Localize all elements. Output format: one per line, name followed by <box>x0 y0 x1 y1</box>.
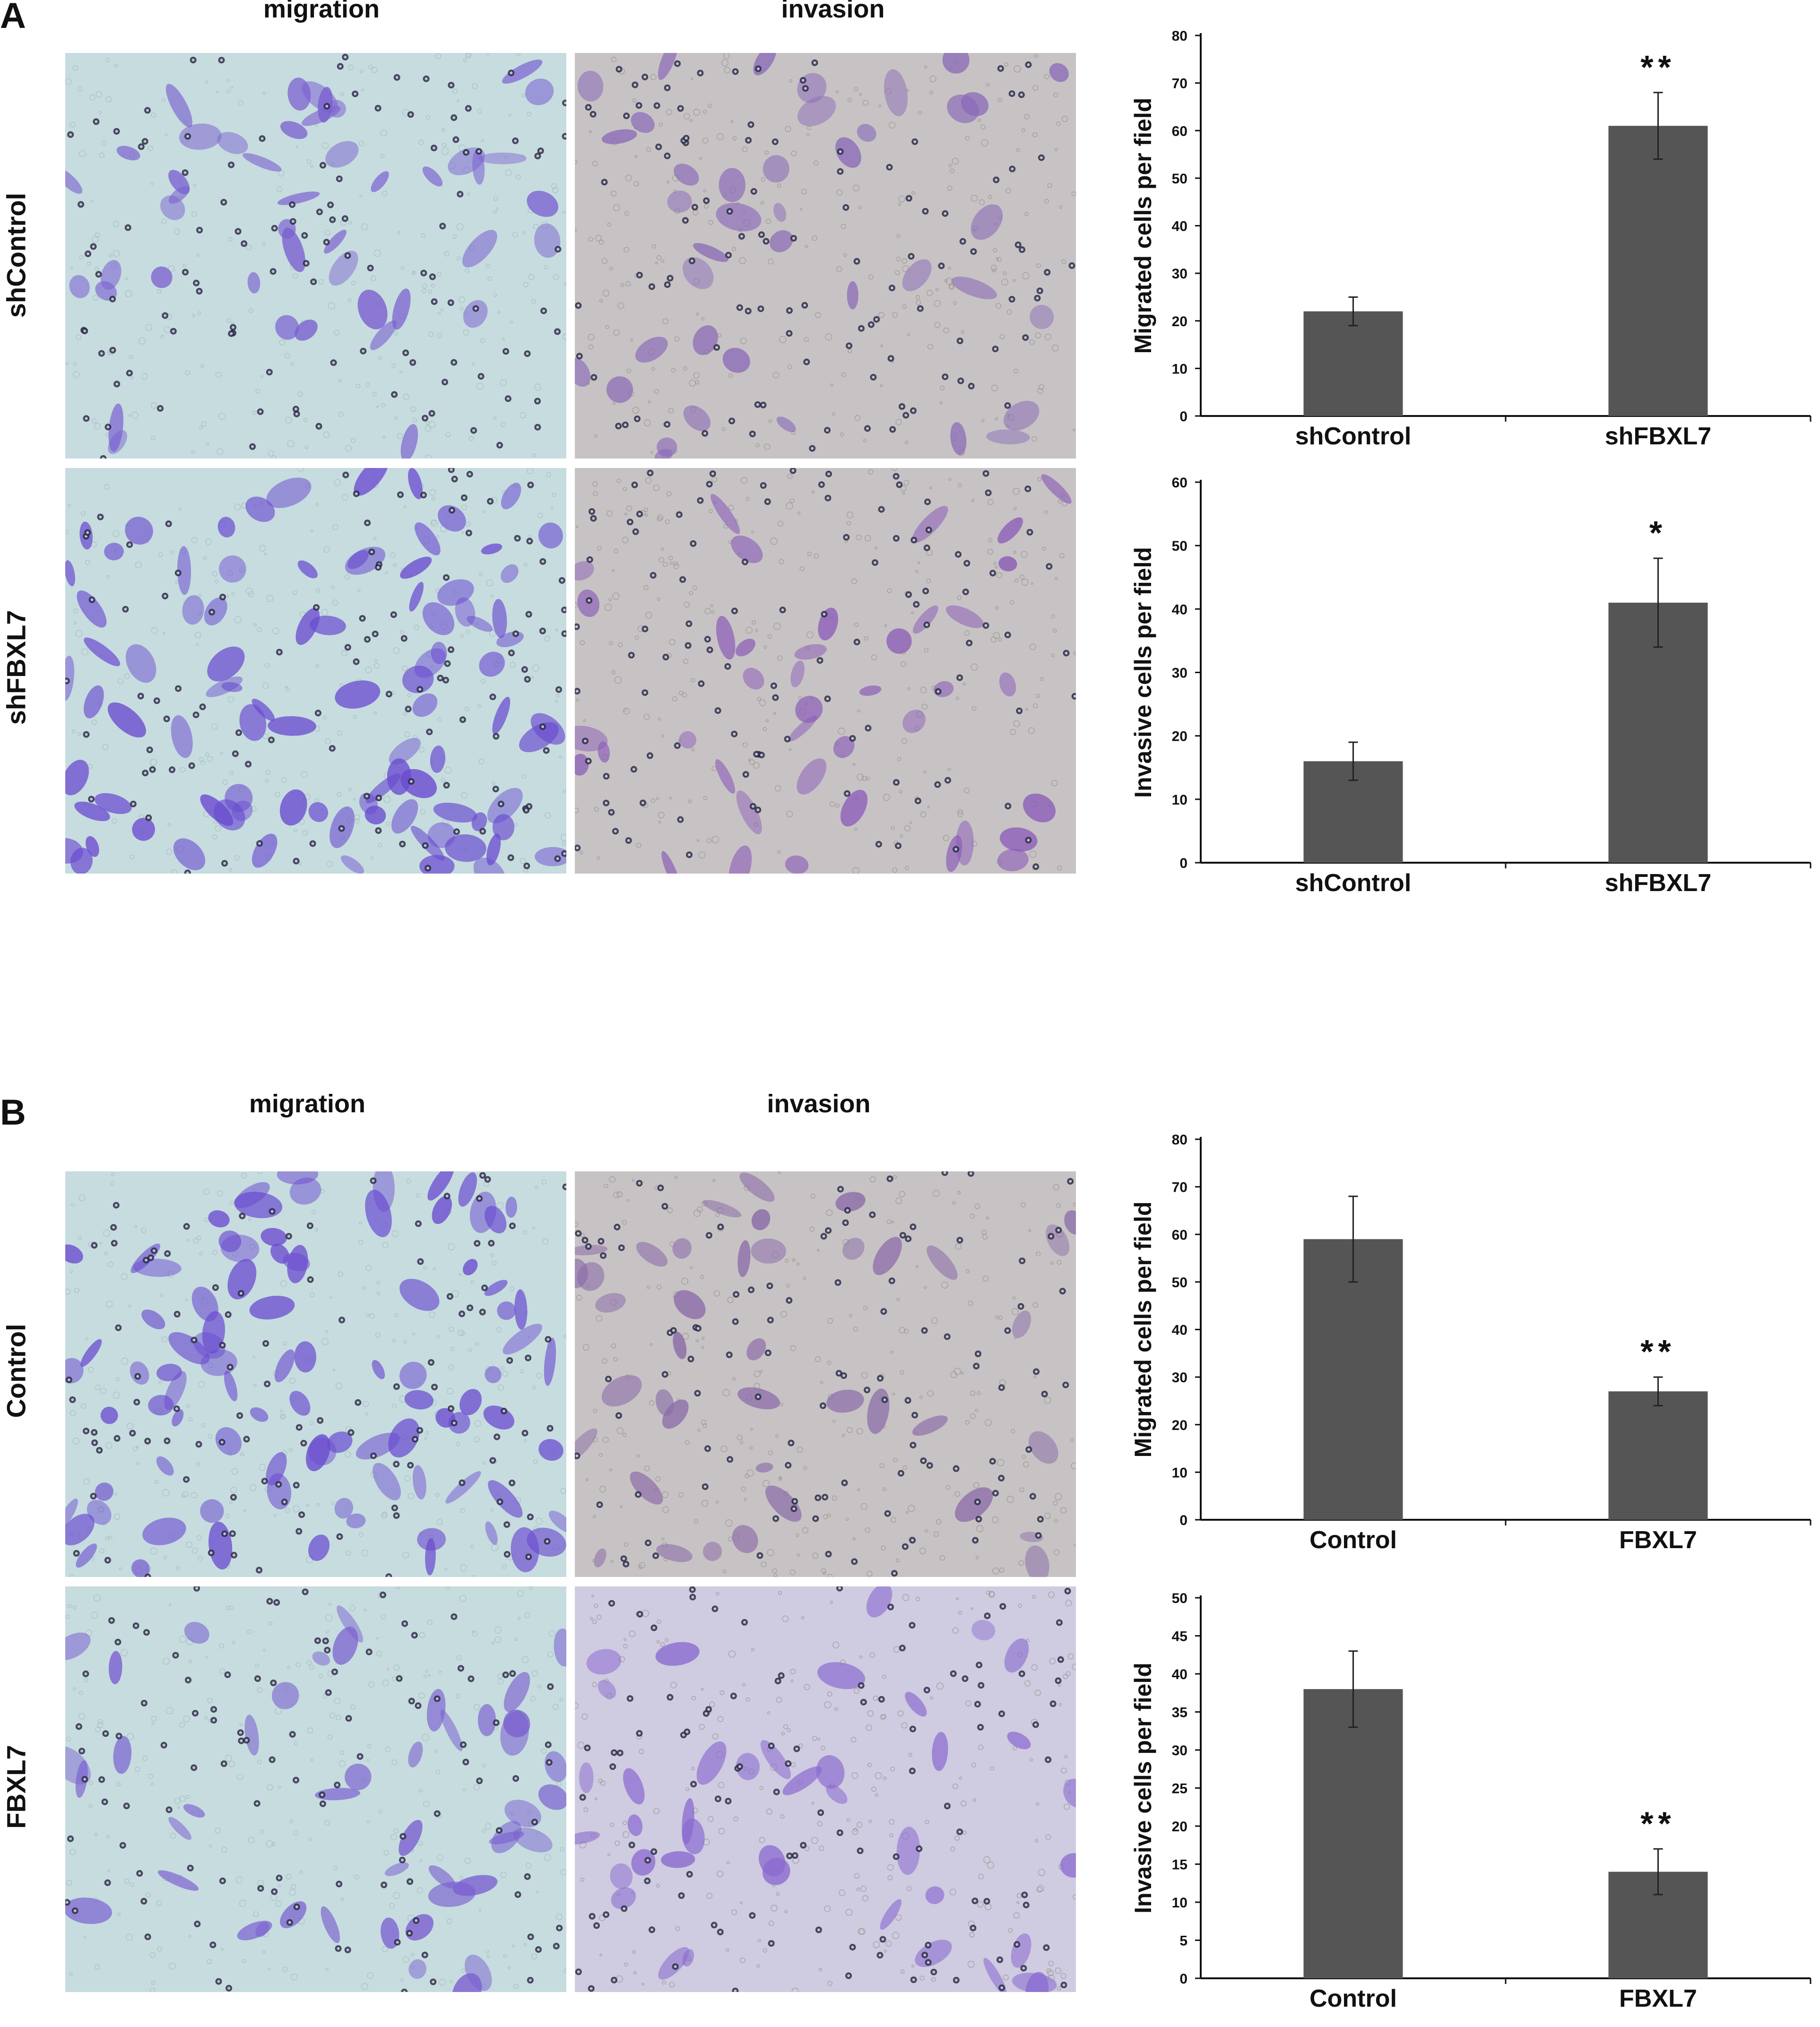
bar <box>1608 126 1708 416</box>
y-tick-label: 0 <box>1179 409 1187 424</box>
y-axis-title: Migrated cells per field <box>1130 1202 1156 1458</box>
y-tick-label: 25 <box>1172 1781 1187 1797</box>
chart-b-invasion: 0 5 10 15 20 25 30 35 40 45 50 Control FBXL7 ** Invasi… <box>1125 1581 1820 2026</box>
category-label: FBXL7 <box>1619 1526 1697 1554</box>
bar <box>1303 1239 1403 1520</box>
y-tick-label: 0 <box>1179 856 1187 871</box>
y-tick-label: 70 <box>1172 76 1187 92</box>
y-tick-label: 40 <box>1172 1323 1187 1338</box>
panel-b-row-title-fbxl7: FBXL7 <box>1 1745 31 1829</box>
y-tick-label: 10 <box>1172 1465 1187 1481</box>
y-tick-label: 50 <box>1172 538 1187 554</box>
y-tick-label: 80 <box>1172 28 1187 44</box>
y-tick-label: 50 <box>1172 1591 1187 1606</box>
bar <box>1303 1689 1403 1978</box>
y-tick-label: 10 <box>1172 361 1187 377</box>
y-tick-label: 50 <box>1172 1275 1187 1291</box>
panel-a-row-title-shcontrol: shControl <box>1 192 31 318</box>
micrograph-a-shfbxl7-migration <box>65 468 566 874</box>
y-tick-label: 70 <box>1172 1180 1187 1195</box>
bar <box>1608 1391 1708 1520</box>
y-tick-label: 30 <box>1172 666 1187 681</box>
y-tick-label: 20 <box>1172 314 1187 329</box>
category-label: Control <box>1309 1985 1397 2012</box>
y-axis-title: Migrated cells per field <box>1130 98 1156 354</box>
y-tick-label: 50 <box>1172 171 1187 187</box>
micrograph-b-control-migration <box>65 1171 566 1577</box>
significance-label: ** <box>1640 1805 1675 1842</box>
y-tick-label: 30 <box>1172 1743 1187 1758</box>
micrograph-b-control-invasion <box>575 1171 1076 1577</box>
category-label: shControl <box>1295 869 1412 897</box>
y-tick-label: 60 <box>1172 1227 1187 1243</box>
panel-a-letter: A <box>0 0 26 36</box>
category-label: shControl <box>1295 423 1412 450</box>
y-tick-label: 60 <box>1172 475 1187 491</box>
y-tick-label: 30 <box>1172 1370 1187 1386</box>
panel-b-letter: B <box>0 1092 26 1133</box>
micrograph-a-shcontrol-invasion <box>575 53 1076 459</box>
y-tick-label: 40 <box>1172 1667 1187 1682</box>
panel-a-col-title-invasion: invasion <box>781 0 885 23</box>
y-axis-title: Invasive cells per field <box>1130 1663 1156 1914</box>
y-tick-label: 60 <box>1172 123 1187 139</box>
y-tick-label: 15 <box>1172 1857 1187 1873</box>
panel-a-col-title-migration: migration <box>263 0 380 23</box>
significance-label: ** <box>1640 1333 1675 1370</box>
significance-label: ** <box>1640 49 1675 86</box>
y-tick-label: 45 <box>1172 1629 1187 1645</box>
y-tick-label: 40 <box>1172 219 1187 234</box>
y-tick-label: 20 <box>1172 1418 1187 1433</box>
y-tick-label: 0 <box>1179 1971 1187 1987</box>
y-tick-label: 80 <box>1172 1132 1187 1148</box>
y-tick-label: 40 <box>1172 602 1187 617</box>
panel-b-row-title-control: Control <box>1 1324 31 1418</box>
micrograph-b-fbxl7-migration <box>65 1586 566 1992</box>
y-tick-label: 30 <box>1172 266 1187 282</box>
micrograph-a-shcontrol-migration <box>65 53 566 459</box>
y-tick-label: 5 <box>1179 1933 1187 1949</box>
chart-a-migration: 0 10 20 30 40 50 60 70 80 shControl shFBXL7 ** Migra… <box>1125 19 1820 463</box>
y-tick-label: 35 <box>1172 1705 1187 1721</box>
y-tick-label: 10 <box>1172 792 1187 808</box>
panel-b-col-title-invasion: invasion <box>767 1090 871 1118</box>
y-tick-label: 20 <box>1172 1819 1187 1835</box>
y-tick-label: 10 <box>1172 1895 1187 1911</box>
significance-label: * <box>1649 514 1667 551</box>
y-tick-label: 0 <box>1179 1513 1187 1528</box>
chart-b-migration: 0 10 20 30 40 50 60 70 80 Control FBXL7 ** Migrated … <box>1125 1123 1820 1567</box>
bar <box>1303 311 1403 416</box>
panel-b-col-title-migration: migration <box>249 1090 365 1118</box>
micrograph-a-shfbxl7-invasion <box>575 468 1076 874</box>
y-tick-label: 20 <box>1172 729 1187 745</box>
y-axis-title: Invasive cells per field <box>1130 547 1156 798</box>
category-label: Control <box>1309 1526 1397 1554</box>
category-label: shFBXL7 <box>1605 869 1711 897</box>
panel-a-row-title-shfbxl7: shFBXL7 <box>1 610 31 725</box>
category-label: shFBXL7 <box>1605 423 1711 450</box>
chart-a-invasion: 0 10 20 30 40 50 60 shControl shFBXL7 * Invasive c… <box>1125 466 1820 910</box>
category-label: FBXL7 <box>1619 1985 1697 2012</box>
micrograph-b-fbxl7-invasion <box>575 1586 1076 1992</box>
